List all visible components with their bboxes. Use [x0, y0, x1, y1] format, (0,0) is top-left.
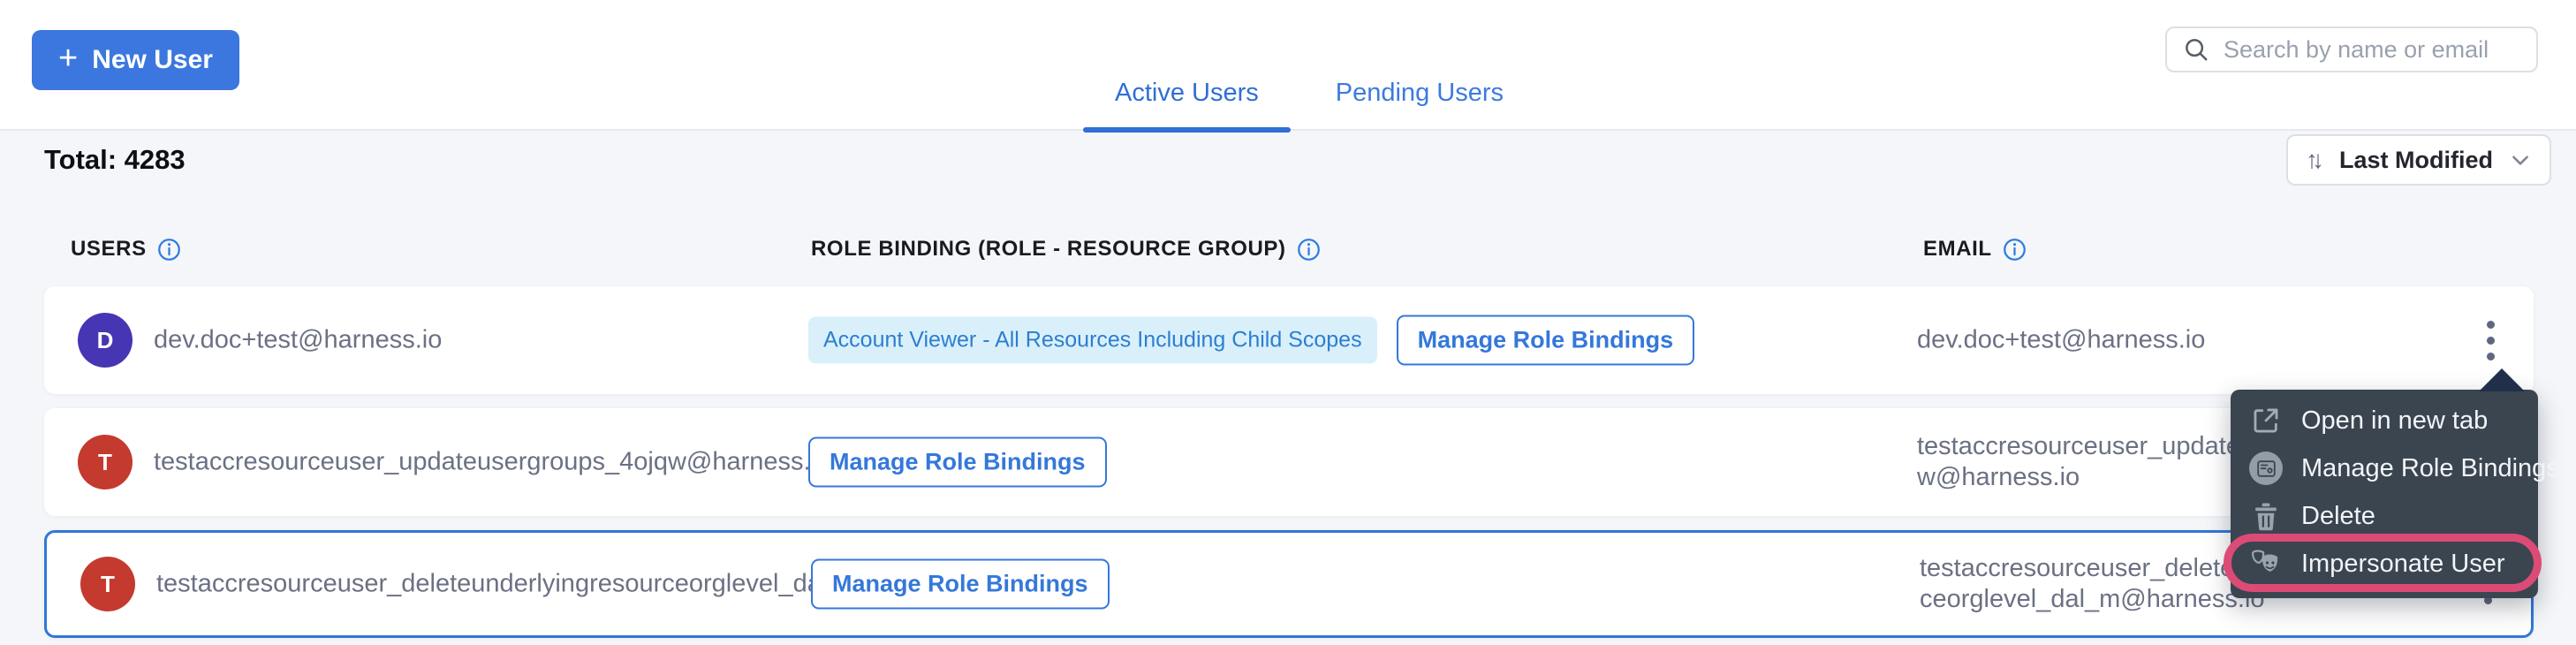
column-header-users-label: USERS — [71, 237, 147, 261]
user-name: dev.doc+test@harness.io — [154, 325, 443, 354]
sort-dropdown[interactable]: ↑↓ Last Modified — [2286, 134, 2551, 186]
menu-item-manage-role-bindings[interactable]: Manage Role Bindings — [2231, 444, 2559, 492]
column-header-email-label: EMAIL — [1923, 237, 1992, 261]
new-user-button[interactable]: + New User — [32, 30, 239, 90]
row-actions-context-menu: Open in new tab Manage Role Bindings — [2224, 390, 2559, 598]
role-binding-cell: Manage Role Bindings — [811, 558, 1110, 610]
sort-dropdown-label: Last Modified — [2339, 146, 2493, 173]
manage-role-bindings-button[interactable]: Manage Role Bindings — [808, 436, 1107, 488]
menu-item-label: Impersonate User — [2301, 549, 2505, 578]
email-line: ceorglevel_dal_m@harness.io — [1920, 585, 2265, 613]
tab-active-users[interactable]: Active Users — [1083, 79, 1291, 133]
menu-item-delete[interactable]: Delete — [2231, 492, 2538, 540]
open-in-new-tab-icon — [2248, 406, 2284, 436]
user-tabs: Active Users Pending Users — [1083, 0, 1535, 133]
info-icon[interactable] — [157, 238, 181, 262]
new-user-button-label: New User — [92, 45, 213, 74]
kebab-menu-icon — [2486, 320, 2495, 329]
avatar: D — [78, 313, 133, 368]
context-menu-caret — [2479, 368, 2525, 391]
manage-role-bindings-button[interactable]: Manage Role Bindings — [811, 558, 1110, 610]
column-header-users: USERS — [71, 237, 181, 262]
column-header-email: EMAIL — [1923, 237, 2027, 262]
menu-item-label: Delete — [2301, 501, 2375, 530]
email-cell: dev.doc+test@harness.io — [1917, 325, 2205, 356]
impersonate-user-icon — [2248, 550, 2284, 578]
email-line: dev.doc+test@harness.io — [1917, 325, 2206, 354]
menu-item-label: Manage Role Bindings — [2301, 453, 2559, 482]
table-row[interactable]: D dev.doc+test@harness.io Account Viewer… — [44, 286, 2534, 394]
page-header: + New User Active Users Pending Users — [0, 0, 2576, 133]
search-icon — [2183, 36, 2209, 63]
manage-role-bindings-icon — [2248, 452, 2284, 485]
user-name: testaccresourceuser_updateusergroups_4oj… — [154, 447, 831, 476]
menu-item-open-in-new-tab[interactable]: Open in new tab — [2231, 397, 2538, 444]
column-header-role-binding: ROLE BINDING (ROLE - RESOURCE GROUP) — [811, 237, 1321, 262]
menu-item-impersonate-user[interactable]: Impersonate User — [2231, 540, 2538, 588]
total-count: Total: 4283 — [44, 144, 186, 175]
plus-icon: + — [58, 40, 79, 77]
role-binding-cell: Manage Role Bindings — [808, 436, 1107, 488]
search-input[interactable] — [2224, 35, 2536, 64]
column-header-role-binding-label: ROLE BINDING (ROLE - RESOURCE GROUP) — [811, 237, 1286, 261]
table-row[interactable]: T testaccresourceuser_updateusergroups_4… — [44, 408, 2534, 516]
row-actions-menu-button[interactable] — [2470, 309, 2511, 371]
table-row-selected[interactable]: T testaccresourceuser_deleteunderlyingre… — [44, 530, 2534, 638]
role-binding-cell: Account Viewer - All Resources Including… — [808, 315, 1695, 366]
chevron-down-icon — [2509, 148, 2532, 171]
menu-item-label: Open in new tab — [2301, 406, 2489, 435]
info-icon[interactable] — [2003, 238, 2027, 262]
info-icon[interactable] — [1297, 238, 1321, 262]
email-line: w@harness.io — [1917, 463, 2080, 491]
search-box[interactable] — [2165, 27, 2538, 72]
sort-icon: ↑↓ — [2306, 146, 2324, 173]
manage-role-bindings-button[interactable]: Manage Role Bindings — [1396, 315, 1695, 366]
delete-icon — [2248, 502, 2284, 531]
user-name: testaccresourceuser_deleteunderlyingreso… — [156, 569, 849, 598]
role-binding-badge: Account Viewer - All Resources Including… — [808, 316, 1377, 364]
tab-pending-users[interactable]: Pending Users — [1304, 79, 1535, 131]
avatar: T — [80, 557, 135, 611]
avatar: T — [78, 435, 133, 489]
